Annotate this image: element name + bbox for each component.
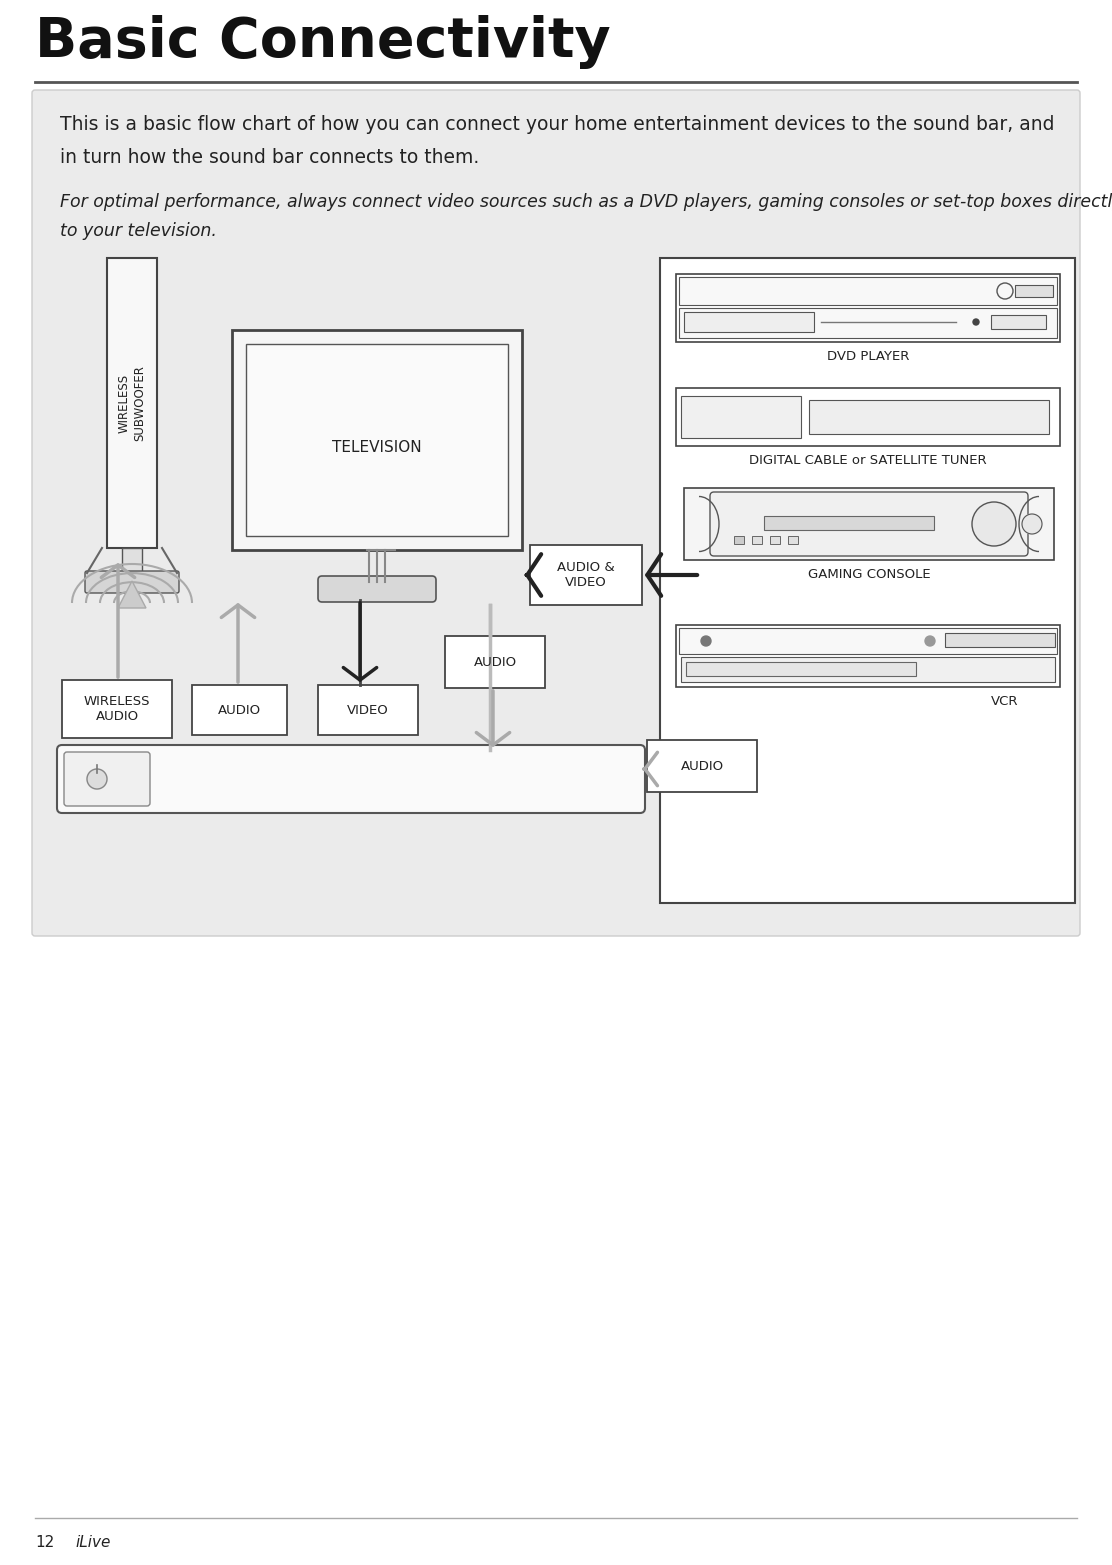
Bar [734,535,744,545]
Bar [676,388,1060,446]
FancyBboxPatch shape [709,491,1027,556]
FancyBboxPatch shape [684,488,1054,560]
Text: iLive: iLive [75,1535,110,1549]
Circle shape [1022,513,1042,534]
Text: VCR: VCR [991,695,1019,707]
Circle shape [925,635,935,646]
Circle shape [973,319,979,326]
Bar [764,516,934,531]
Bar [681,396,801,438]
Text: AUDIO &
VIDEO: AUDIO & VIDEO [557,560,615,588]
Text: AUDIO: AUDIO [474,656,517,668]
Text: TELEVISION: TELEVISION [332,440,421,455]
Text: in turn how the sound bar connects to them.: in turn how the sound bar connects to th… [60,149,479,167]
Bar [318,685,418,736]
Bar [246,344,508,535]
Bar [192,685,287,736]
Bar [1015,285,1053,297]
Bar [679,277,1058,305]
Polygon shape [118,581,146,607]
Text: DVD PLAYER: DVD PLAYER [827,351,910,363]
Bar [991,315,1046,329]
Bar [752,535,762,545]
Bar [679,308,1058,338]
FancyBboxPatch shape [64,753,150,806]
Text: Basic Connectivity: Basic Connectivity [34,16,610,69]
Circle shape [972,502,1016,546]
Bar [788,535,798,545]
Bar [661,258,1075,903]
FancyBboxPatch shape [57,745,645,812]
Text: For optimal performance, always connect video sources such as a DVD players, gam: For optimal performance, always connect … [60,192,1112,211]
Bar [62,681,172,739]
Text: to your television.: to your television. [60,222,217,239]
Bar [684,311,814,332]
Text: GAMING CONSOLE: GAMING CONSOLE [807,568,931,581]
Text: DIGITAL CABLE or SATELLITE TUNER: DIGITAL CABLE or SATELLITE TUNER [749,454,986,466]
Bar [770,535,780,545]
Text: AUDIO: AUDIO [681,759,724,773]
FancyBboxPatch shape [85,571,179,593]
Circle shape [87,768,107,789]
Bar [122,548,142,573]
Bar [445,635,545,689]
Text: 12: 12 [34,1535,54,1549]
Bar [647,740,757,792]
Bar [676,274,1060,343]
Text: VIDEO: VIDEO [347,704,389,717]
Text: AUDIO: AUDIO [218,704,261,717]
Bar [810,401,1049,434]
Bar [681,657,1055,682]
FancyBboxPatch shape [318,576,436,603]
Bar [676,624,1060,687]
Bar [679,628,1058,654]
Text: WIRELESS
SUBWOOFER: WIRELESS SUBWOOFER [118,365,146,441]
Circle shape [701,635,711,646]
Bar [107,258,157,548]
Bar [530,545,642,606]
Text: This is a basic flow chart of how you can connect your home entertainment device: This is a basic flow chart of how you ca… [60,114,1054,135]
Bar [945,632,1055,646]
Bar [686,662,916,676]
Bar [232,330,522,549]
FancyBboxPatch shape [32,91,1080,936]
Text: WIRELESS
AUDIO: WIRELESS AUDIO [83,695,150,723]
